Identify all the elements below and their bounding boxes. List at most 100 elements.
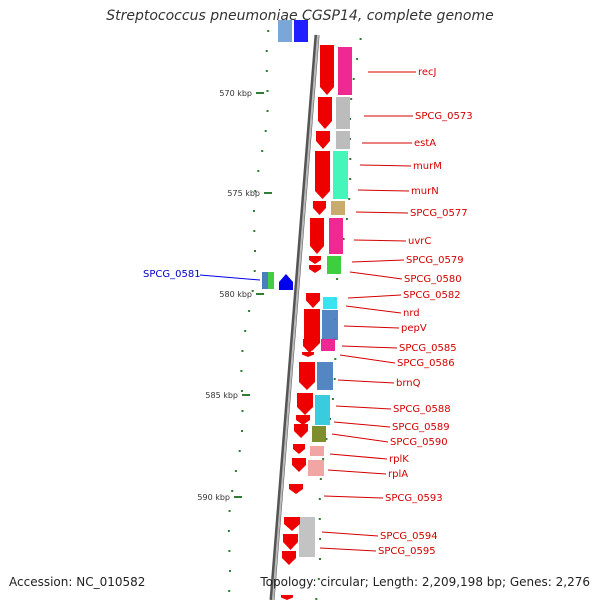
gc-dot: [240, 390, 243, 392]
gc-dot: [317, 578, 320, 580]
cog-block: [299, 517, 315, 557]
gc-dot: [238, 450, 241, 452]
gene-label: SPCG_0573: [415, 111, 473, 122]
scale-label: 570 kbp: [219, 89, 252, 98]
gene-arrow: [296, 415, 310, 425]
gc-dot: [318, 518, 321, 520]
gc-dot: [229, 570, 231, 572]
accession-text: Accession: NC_010582: [9, 575, 146, 589]
gc-dot: [241, 350, 244, 352]
gc-dot: [253, 210, 255, 212]
cog-block: [308, 460, 324, 476]
leader-line: [323, 495, 384, 499]
gc-dot: [264, 130, 267, 132]
gene-arrow: [310, 218, 324, 254]
cog-block: [262, 272, 268, 289]
genome-backbone: [269, 34, 320, 600]
gene-arrow: [289, 484, 303, 494]
cog-block: [310, 446, 324, 456]
gene-arrow: [283, 534, 298, 550]
gene-label: pepV: [401, 323, 427, 334]
cog-block: [278, 20, 292, 42]
scale-label: 585 kbp: [205, 391, 238, 400]
gene-arrow: [293, 444, 305, 454]
cog-block: [333, 151, 348, 199]
gc-dot: [319, 558, 321, 560]
genome-summary-text: Topology: circular; Length: 2,209,198 bp…: [260, 575, 590, 589]
gene-label: SPCG_0590: [390, 437, 448, 448]
gc-dot: [244, 330, 247, 332]
leader-line: [345, 305, 402, 314]
leader-line: [319, 547, 377, 552]
gene-arrow: [315, 151, 330, 199]
leader-line: [321, 531, 379, 537]
label-leader-lines: [199, 71, 416, 552]
gc-dot: [322, 458, 325, 460]
gc-dot: [266, 90, 269, 92]
gene-label: SPCG_0579: [406, 255, 464, 266]
map-title: Streptococcus pneumoniae CGSP14, complet…: [106, 8, 494, 24]
leader-line: [353, 239, 407, 242]
gc-dot: [350, 98, 353, 100]
gc-dot: [315, 598, 318, 600]
scale-ticks: 570 kbp 575 kbp 580 kbp 585 kbp 590 kbp: [197, 89, 272, 502]
gene-label: SPCG_0586: [397, 358, 455, 369]
gene-arrow: [282, 551, 296, 565]
gene-arrow-reverse: [279, 274, 293, 290]
gene-arrow: [297, 393, 313, 415]
gc-dot: [352, 78, 355, 80]
gc-dot: [241, 410, 244, 412]
cog-block: [317, 362, 333, 390]
gc-dot: [228, 510, 231, 512]
gene-label: uvrC: [408, 236, 431, 247]
leader-line: [351, 259, 405, 263]
gene-label: rplA: [388, 469, 408, 480]
gene-arrow: [303, 339, 316, 353]
gene-label: murM: [413, 161, 442, 172]
gc-dot: [331, 398, 334, 400]
gc-dot: [319, 538, 322, 540]
gc-dot: [266, 110, 269, 112]
cog-block: [315, 395, 330, 425]
gc-dot: [261, 150, 264, 152]
cog-block: [268, 272, 274, 289]
cog-block: [323, 297, 337, 309]
scale-label: 590 kbp: [197, 493, 230, 502]
leader-line: [339, 354, 396, 364]
cog-block: [338, 47, 352, 95]
gene-arrow: [320, 45, 334, 95]
gene-label: SPCG_0580: [404, 274, 462, 285]
gc-dot: [359, 38, 362, 40]
gene-label: murN: [411, 186, 439, 197]
gc-dot: [231, 490, 234, 492]
gc-dot: [349, 178, 352, 180]
gene-label: nrd: [403, 308, 420, 319]
leader-line: [331, 433, 389, 443]
gene-arrow: [294, 424, 308, 438]
gc-dot: [228, 550, 231, 552]
gc-dot: [345, 218, 348, 220]
gene-arrow: [306, 293, 320, 308]
gc-content-dots: [227, 30, 362, 600]
leader-line: [355, 211, 409, 214]
gc-dot: [342, 238, 345, 240]
gc-dot: [349, 158, 352, 160]
cog-block: [321, 339, 335, 351]
gc-dot: [336, 278, 339, 280]
gene-arrow: [284, 517, 300, 531]
gene-labels: recJ SPCG_0573 estA murM murN SPCG_0577 uvrC SP…: [143, 67, 473, 557]
backbone-highlight: [272, 34, 319, 600]
gene-label: rplK: [389, 454, 409, 465]
gene-arrow-reverse: [294, 20, 308, 42]
gene-label: SPCG_0589: [392, 422, 450, 433]
scale-label: 575 kbp: [227, 189, 260, 198]
leader-line: [329, 453, 388, 460]
gc-dot: [319, 478, 322, 480]
leader-line: [337, 379, 395, 384]
cog-block: [329, 218, 343, 254]
gc-dot: [334, 358, 337, 360]
gc-dot: [253, 270, 256, 272]
gc-dot: [227, 530, 230, 532]
cog-block: [331, 201, 345, 215]
